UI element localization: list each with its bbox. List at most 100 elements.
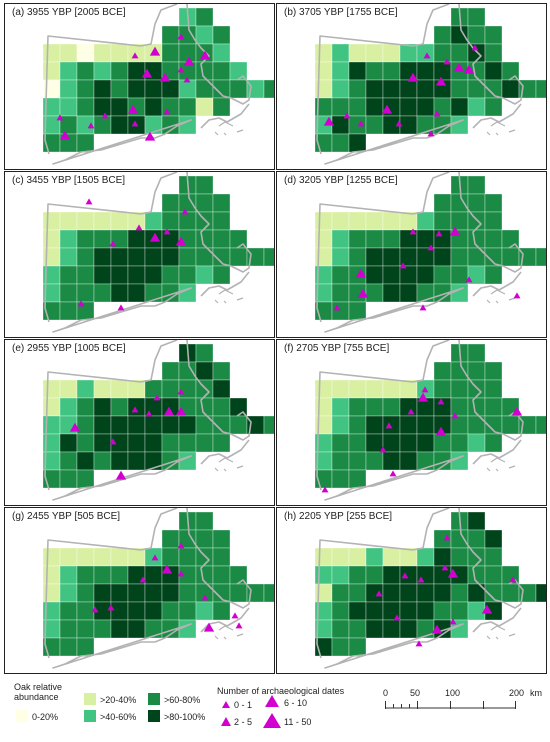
date-triangle [161, 564, 173, 574]
state-boundary [44, 508, 252, 669]
date-triangle [509, 576, 517, 583]
date-triangle [149, 46, 161, 56]
date-triangle [435, 426, 447, 436]
islands [214, 121, 244, 136]
date-triangle [77, 300, 85, 307]
date-triangle [449, 226, 461, 236]
islands [486, 457, 516, 472]
oak-map [314, 340, 546, 501]
date-triangle [159, 72, 171, 82]
state-boundary [316, 172, 524, 333]
scale-bar [385, 701, 516, 709]
date-triangle [231, 612, 239, 619]
date-triangle [107, 604, 115, 611]
date-triangle [199, 50, 211, 60]
date-triangle [451, 412, 459, 419]
date-triangle [183, 56, 195, 66]
islands [486, 625, 516, 640]
date-triangle [401, 572, 409, 579]
date-triangle [183, 76, 191, 83]
swatch-40-60 [84, 710, 96, 722]
islands [214, 289, 244, 304]
swatch-20-40 [84, 693, 96, 705]
bin-label-80-100: >80-100% [164, 712, 206, 722]
swatch-60-80 [148, 693, 160, 705]
date-triangle [443, 58, 451, 65]
date-triangle [443, 534, 451, 541]
date-triangle [151, 554, 159, 561]
islands [214, 625, 244, 640]
date-triangle [127, 104, 139, 114]
panel-title: (h) 2205 YBP [255 BCE] [282, 511, 395, 523]
panel-title: (a) 3955 YBP [2005 BCE] [10, 7, 128, 19]
date-triangle [395, 120, 403, 127]
date-triangle [357, 288, 369, 298]
date-triangle [481, 604, 493, 614]
date-triangle [409, 228, 417, 235]
oak-map [42, 340, 274, 501]
date-triangle [427, 244, 435, 251]
islands [214, 457, 244, 472]
date-triangle [144, 131, 156, 141]
date-triangle [177, 542, 185, 549]
date-triangle [163, 108, 171, 115]
map-panel-g: (g) 2455 YBP [505 BCE] [4, 507, 275, 674]
legend: Oak relative abundance 0-20% >20-40% >40… [0, 680, 550, 742]
date-triangle [117, 304, 125, 311]
bin-label-20-40: >20-40% [100, 695, 137, 705]
scale-tick-50: 50 [410, 688, 421, 698]
date-triangle [177, 33, 185, 40]
map-panel-e: (e) 2955 YBP [1005 BCE] [4, 339, 275, 506]
map-panel-a: (a) 3955 YBP [2005 BCE] [4, 3, 275, 170]
date-triangle [177, 66, 185, 73]
date-triangle [435, 76, 447, 86]
triangle-size-2 [221, 717, 231, 726]
oak-legend-subtitle: abundance [14, 692, 59, 702]
date-triangle [389, 470, 397, 477]
date-triangle [417, 576, 425, 583]
date-triangle [421, 386, 429, 393]
date-triangle [139, 576, 147, 583]
date-triangle [109, 240, 117, 247]
date-triangle [419, 304, 427, 311]
date-triangle [175, 236, 187, 246]
bin-label-0-20: 0-20% [32, 712, 59, 722]
date-triangle [427, 130, 435, 137]
triangle-size-1 [222, 701, 230, 708]
date-triangle [375, 590, 383, 597]
date-triangle [431, 624, 443, 634]
state-boundary [44, 340, 252, 501]
date-triangle [59, 130, 71, 140]
date-triangle [115, 470, 127, 480]
date-triangle [203, 622, 215, 632]
map-panel-d: (d) 3205 YBP [1255 BCE] [276, 171, 547, 338]
date-triangle [141, 68, 153, 78]
panel-title: (f) 2705 YBP [755 BCE] [282, 343, 392, 355]
date-triangle [511, 406, 523, 416]
triangle-size-3 [265, 695, 279, 707]
oak-map [42, 172, 274, 333]
date-triangle [423, 52, 431, 59]
date-triangle [513, 292, 521, 299]
scale-tick-200: 200 [509, 688, 525, 698]
date-triangle [453, 62, 465, 72]
date-triangle [449, 618, 457, 625]
swatch-0-20 [16, 710, 28, 722]
oak-map [314, 4, 546, 165]
date-triangle [85, 198, 93, 205]
date-triangle [201, 594, 209, 601]
date-triangle [407, 408, 415, 415]
date-triangle [433, 110, 441, 117]
oak-map [42, 4, 274, 165]
islands [486, 121, 516, 136]
scale-tick-0: 0 [383, 688, 389, 698]
date-triangle [463, 64, 475, 74]
date-triangle [435, 230, 443, 237]
date-triangle [145, 410, 153, 417]
bin-label-60-80: >60-80% [164, 695, 201, 705]
date-triangle [441, 564, 449, 571]
date-triangle [135, 224, 143, 231]
date-bin-2-5: 2 - 5 [234, 717, 253, 727]
date-triangle [471, 44, 479, 51]
